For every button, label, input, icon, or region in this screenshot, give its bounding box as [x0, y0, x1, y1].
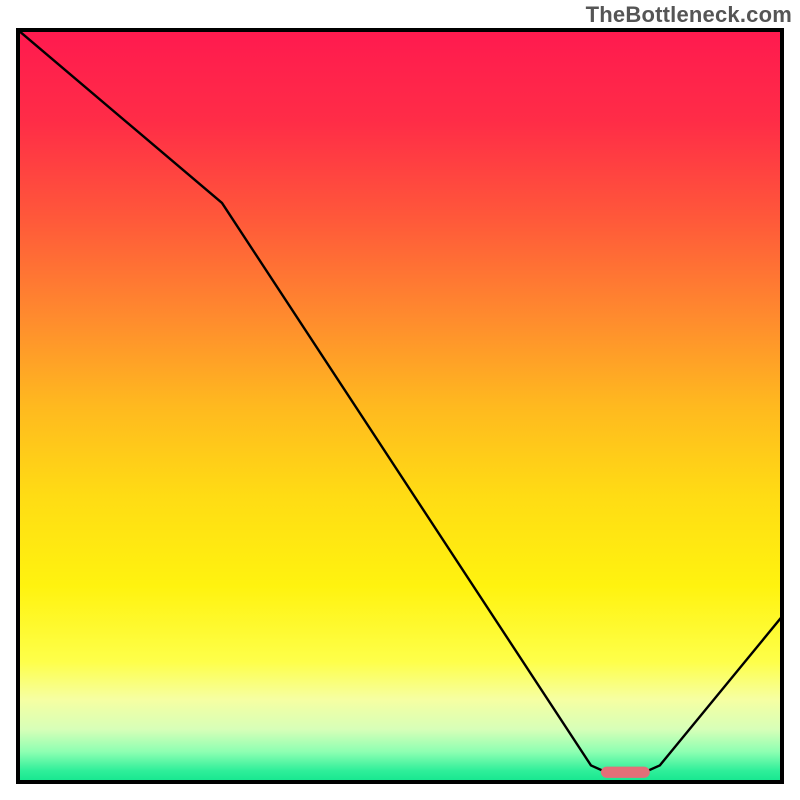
bottleneck-chart: TheBottleneck.com [0, 0, 800, 800]
gradient-background [18, 30, 782, 782]
chart-canvas [0, 0, 800, 800]
optimal-marker [601, 767, 650, 778]
watermark-label: TheBottleneck.com [586, 2, 792, 28]
